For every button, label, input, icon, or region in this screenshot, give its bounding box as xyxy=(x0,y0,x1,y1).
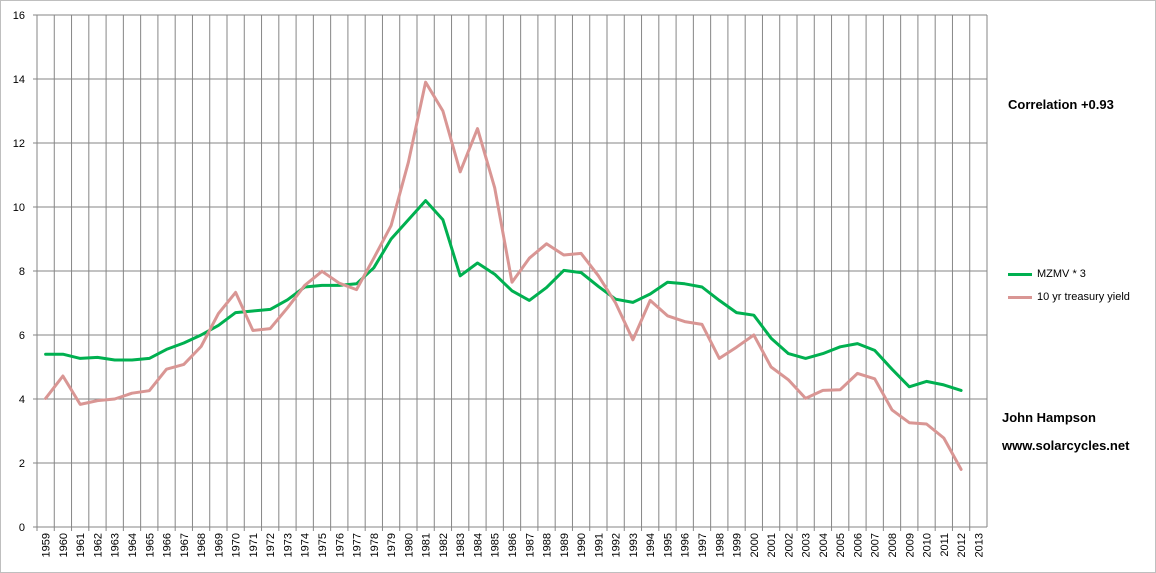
x-tick-label: 2005 xyxy=(835,533,847,557)
x-tick-label: 1967 xyxy=(179,533,191,557)
x-tick-label: 1992 xyxy=(611,533,623,557)
y-tick-label: 0 xyxy=(19,522,25,534)
y-tick-label: 4 xyxy=(19,394,25,406)
x-tick-label: 1988 xyxy=(542,533,554,557)
y-tick-label: 8 xyxy=(19,266,25,278)
x-tick-label: 1979 xyxy=(386,533,398,557)
x-tick-label: 1968 xyxy=(196,533,208,557)
x-tick-label: 1999 xyxy=(732,533,744,557)
x-tick-label: 1981 xyxy=(421,533,433,557)
x-tick-label: 1971 xyxy=(248,533,260,557)
x-tick-label: 1976 xyxy=(334,533,346,557)
series-line-treasury-yield xyxy=(44,80,963,471)
x-tick-label: 1966 xyxy=(162,533,174,557)
x-tick-label: 1994 xyxy=(645,533,657,557)
x-tick-label: 1973 xyxy=(282,533,294,557)
x-tick-label: 1977 xyxy=(352,533,364,557)
x-tick-label: 2008 xyxy=(887,533,899,557)
x-tick-label: 1959 xyxy=(41,533,53,557)
x-tick-label: 1998 xyxy=(714,533,726,557)
x-tick-label: 1974 xyxy=(300,533,312,557)
y-tick-label: 6 xyxy=(19,330,25,342)
x-tick-label: 1972 xyxy=(265,533,277,557)
x-tick-label: 2012 xyxy=(956,533,968,557)
x-tick-label: 1995 xyxy=(662,533,674,557)
x-tick-label: 1982 xyxy=(438,533,450,557)
x-tick-label: 1990 xyxy=(576,533,588,557)
x-tick-label: 1993 xyxy=(628,533,640,557)
x-tick-label: 1991 xyxy=(593,533,605,557)
y-tick-label: 10 xyxy=(13,202,25,214)
x-tick-label: 1969 xyxy=(213,533,225,557)
x-tick-label: 1978 xyxy=(369,533,381,557)
series-lines xyxy=(44,80,963,471)
x-tick-label: 2003 xyxy=(801,533,813,557)
x-tick-label: 1989 xyxy=(559,533,571,557)
x-tick-label: 1983 xyxy=(455,533,467,557)
x-tick-label: 2013 xyxy=(973,533,985,557)
y-tick-label: 2 xyxy=(19,458,25,470)
x-tick-label: 1996 xyxy=(680,533,692,557)
y-tick-label: 14 xyxy=(13,74,25,86)
x-tick-label: 2004 xyxy=(818,533,830,557)
y-axis-ticks: 0 2 4 6 8 10 12 14 16 xyxy=(13,10,37,534)
x-tick-label: 2001 xyxy=(766,533,778,557)
x-tick-label: 2010 xyxy=(922,533,934,557)
x-tick-label: 1975 xyxy=(317,533,329,557)
legend-swatch-mzmv xyxy=(1008,272,1032,276)
x-tick-label: 1962 xyxy=(92,533,104,557)
correlation-annotation: Correlation +0.93 xyxy=(1008,97,1114,112)
x-axis-ticks: 1959 1960 1961 1962 1963 1964 1965 1966 1967 1968… xyxy=(36,527,985,557)
y-tick-label: 16 xyxy=(13,10,25,22)
gridlines xyxy=(37,14,988,527)
legend-item-mzmv: MZMV * 3 xyxy=(1008,268,1086,280)
x-tick-label: 1960 xyxy=(58,533,70,557)
x-tick-label: 2000 xyxy=(749,533,761,557)
legend-label-treasury: 10 yr treasury yield xyxy=(1037,291,1130,303)
x-tick-label: 1984 xyxy=(472,533,484,557)
x-tick-label: 1970 xyxy=(231,533,243,557)
author-annotation: John Hampson xyxy=(1002,410,1096,425)
x-tick-label: 1965 xyxy=(144,533,156,557)
x-tick-label: 2009 xyxy=(904,533,916,557)
legend-item-treasury: 10 yr treasury yield xyxy=(1008,291,1130,303)
x-tick-label: 1980 xyxy=(403,533,415,557)
x-tick-label: 2006 xyxy=(852,533,864,557)
website-annotation: www.solarcycles.net xyxy=(1002,438,1130,453)
x-tick-label: 2011 xyxy=(939,533,951,557)
x-tick-label: 1987 xyxy=(524,533,536,557)
x-tick-label: 1964 xyxy=(127,533,139,557)
x-tick-label: 1986 xyxy=(507,533,519,557)
x-tick-label: 2002 xyxy=(783,533,795,557)
x-tick-label: 1985 xyxy=(490,533,502,557)
x-tick-label: 2007 xyxy=(870,533,882,557)
x-tick-label: 1997 xyxy=(697,533,709,557)
x-tick-label: 1963 xyxy=(110,533,122,557)
y-tick-label: 12 xyxy=(13,138,25,150)
series-line-mzmv xyxy=(44,199,963,392)
x-tick-label: 1961 xyxy=(75,533,87,557)
legend-swatch-treasury xyxy=(1008,295,1032,299)
legend-label-mzmv: MZMV * 3 xyxy=(1037,268,1086,280)
